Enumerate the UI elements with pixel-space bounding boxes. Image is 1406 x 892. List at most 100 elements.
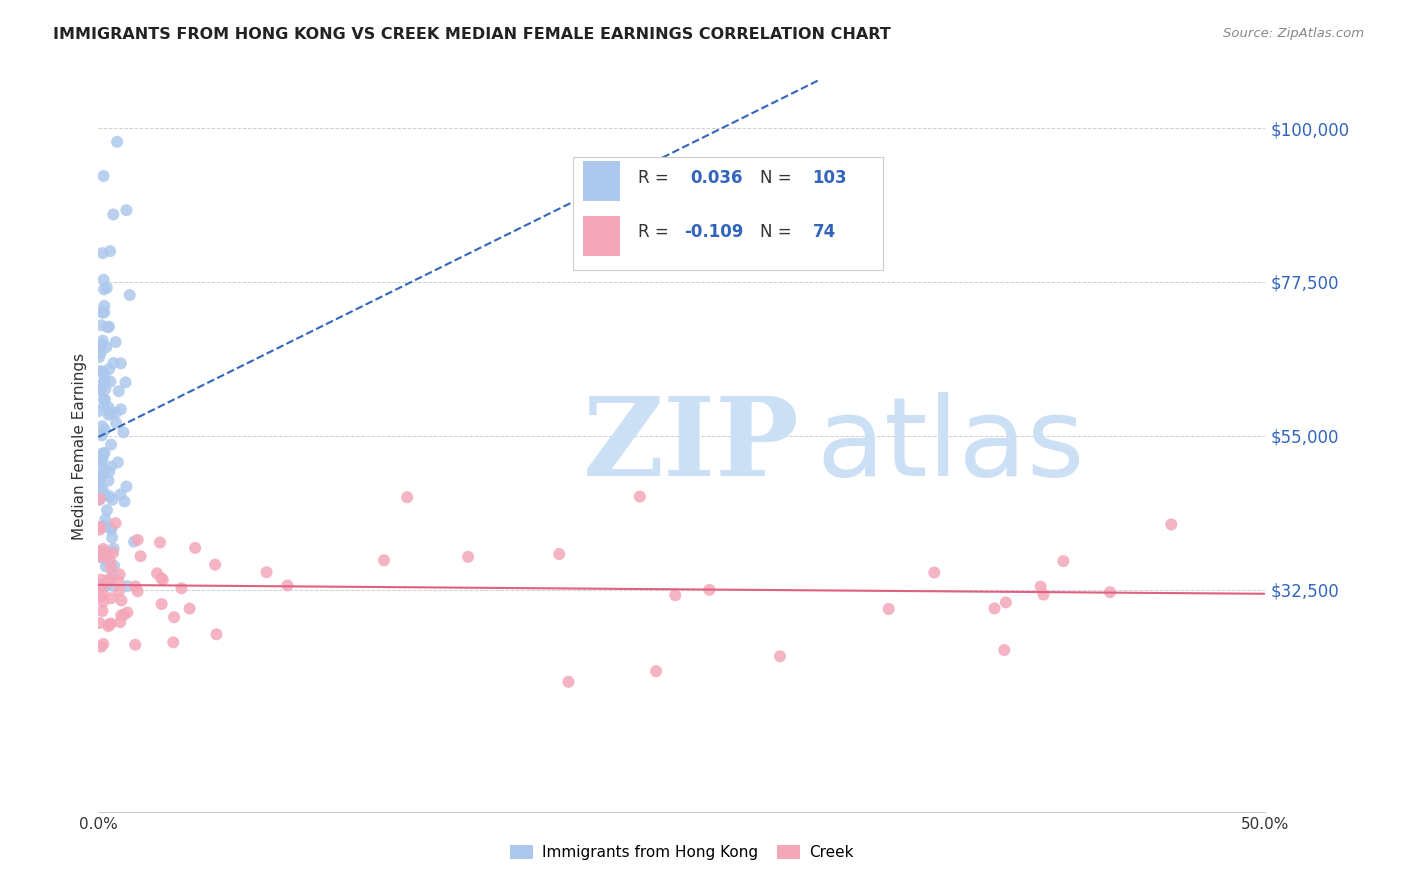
Point — [90, 454, 112, 468]
Point — [93, 169, 115, 183]
Point — [90, 579, 112, 593]
Point — [90, 383, 112, 397]
Point — [98, 465, 121, 479]
Point — [162, 635, 184, 649]
Point — [94, 512, 117, 526]
Point — [93, 541, 115, 556]
Point — [98, 489, 121, 503]
Point — [91, 604, 114, 618]
Point — [90, 544, 112, 558]
Point — [94, 552, 117, 566]
Point — [699, 582, 721, 597]
Point — [105, 416, 128, 430]
Legend: Immigrants from Hong Kong, Creek: Immigrants from Hong Kong, Creek — [505, 838, 859, 866]
Point — [90, 428, 112, 442]
Point — [117, 606, 139, 620]
Point — [97, 319, 120, 334]
Point — [122, 534, 145, 549]
Text: ZIP: ZIP — [582, 392, 800, 500]
Text: atlas: atlas — [815, 392, 1084, 500]
Text: 103: 103 — [813, 169, 848, 186]
Text: 0.036: 0.036 — [690, 169, 742, 186]
Point — [89, 364, 111, 378]
Point — [98, 244, 121, 259]
Point — [89, 383, 111, 397]
Point — [107, 574, 129, 589]
Point — [93, 392, 115, 407]
Point — [457, 549, 479, 564]
Point — [101, 531, 124, 545]
Point — [100, 523, 122, 537]
Point — [104, 335, 127, 350]
Point — [98, 572, 121, 586]
Point — [100, 437, 122, 451]
Point — [276, 578, 298, 592]
Point — [89, 547, 111, 561]
Point — [103, 558, 125, 573]
Point — [94, 382, 117, 396]
Point — [769, 649, 792, 664]
Point — [103, 207, 125, 221]
Point — [89, 591, 111, 605]
Point — [557, 674, 579, 689]
Point — [90, 573, 112, 587]
Point — [93, 399, 115, 413]
Text: -0.109: -0.109 — [685, 223, 744, 242]
Point — [205, 627, 228, 641]
Point — [127, 584, 149, 599]
Point — [98, 574, 121, 588]
Point — [114, 494, 136, 508]
Point — [90, 364, 112, 378]
Point — [108, 567, 131, 582]
Point — [548, 547, 571, 561]
Text: N =: N = — [761, 169, 792, 186]
Text: IMMIGRANTS FROM HONG KONG VS CREEK MEDIAN FEMALE EARNINGS CORRELATION CHART: IMMIGRANTS FROM HONG KONG VS CREEK MEDIA… — [53, 27, 891, 42]
Point — [645, 664, 668, 678]
Point — [97, 619, 120, 633]
Point — [90, 578, 112, 592]
Point — [110, 593, 132, 607]
Point — [124, 638, 146, 652]
Point — [103, 356, 125, 370]
Point — [108, 583, 131, 598]
Point — [87, 473, 110, 487]
Point — [93, 374, 115, 388]
Point — [184, 541, 207, 555]
Point — [628, 490, 651, 504]
Point — [100, 560, 122, 574]
Point — [101, 546, 124, 560]
Point — [877, 602, 900, 616]
Point — [150, 597, 173, 611]
Point — [94, 392, 117, 407]
Point — [117, 579, 139, 593]
Point — [112, 425, 135, 440]
Point — [91, 449, 114, 463]
Point — [103, 579, 125, 593]
Point — [87, 470, 110, 484]
Point — [94, 579, 117, 593]
Point — [922, 566, 945, 580]
Point — [100, 375, 122, 389]
FancyBboxPatch shape — [582, 161, 620, 201]
Point — [150, 571, 173, 585]
Point — [89, 549, 111, 564]
Point — [90, 318, 112, 333]
Point — [89, 549, 111, 563]
Point — [105, 135, 128, 149]
Point — [98, 362, 121, 376]
Point — [127, 533, 149, 547]
Point — [112, 607, 135, 622]
Point — [96, 503, 118, 517]
Point — [90, 338, 112, 352]
Point — [91, 462, 114, 476]
Point — [90, 640, 112, 654]
Text: R =: R = — [637, 169, 668, 186]
Point — [993, 643, 1015, 657]
Point — [91, 419, 114, 434]
Point — [1098, 585, 1121, 599]
Point — [149, 535, 172, 549]
Point — [97, 408, 120, 422]
Point — [146, 566, 169, 581]
Point — [1032, 588, 1054, 602]
Y-axis label: Median Female Earnings: Median Female Earnings — [72, 352, 87, 540]
